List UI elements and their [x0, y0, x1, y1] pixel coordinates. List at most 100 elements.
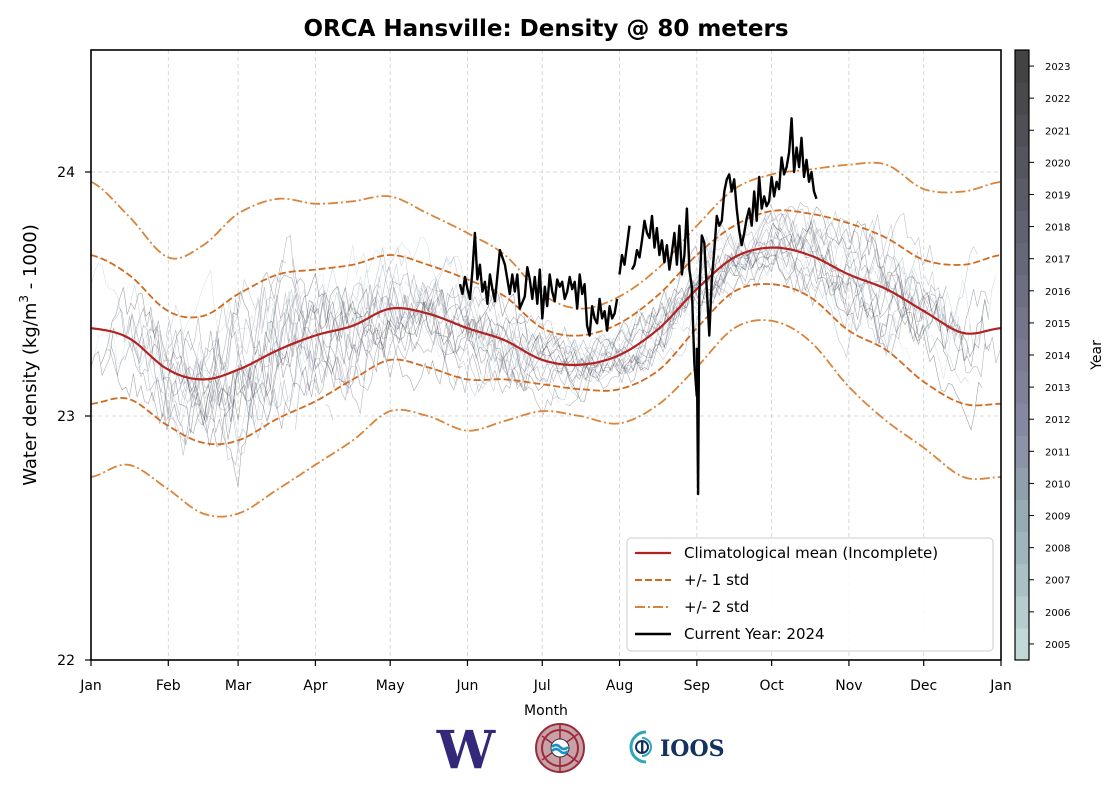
colorbar-swatch-2017: [1015, 242, 1029, 276]
colorbar-swatch-2020: [1015, 146, 1029, 179]
legend-label-current: Current Year: 2024: [684, 625, 825, 643]
x-axis-label: Month: [524, 703, 568, 719]
historical-trace-2013: [118, 202, 934, 392]
historical-trace-2018: [128, 221, 989, 401]
colorbar-tick-label: 2013: [1045, 383, 1070, 394]
ioos-logo: IOOS: [629, 730, 725, 764]
nanoos-seal-logo: [535, 723, 585, 773]
colorbar-tick-label: 2020: [1045, 158, 1070, 169]
current-year-line-segment-1: [618, 225, 631, 275]
colorbar-tick-label: 2007: [1045, 576, 1070, 587]
colorbar-tick-label: 2012: [1045, 415, 1070, 426]
x-tick-label: Oct: [760, 678, 785, 694]
y-axis-label: Water density (kg/m3 - 1000): [17, 224, 41, 486]
colorbar-swatch-2013: [1015, 371, 1029, 404]
historical-trace-2016: [105, 239, 1001, 421]
historical-trace-2022: [185, 222, 983, 431]
colorbar-swatch-2018: [1015, 210, 1029, 244]
colorbar-swatch-2023: [1015, 50, 1029, 83]
historical-trace-2015: [183, 212, 936, 386]
colorbar-swatch-2015: [1015, 306, 1029, 340]
colorbar-tick-label: 2022: [1045, 94, 1070, 105]
colorbar-swatch-2012: [1015, 403, 1029, 436]
current-year-line-segment-2: [630, 207, 698, 397]
colorbar-swatch-2021: [1015, 114, 1029, 147]
colorbar-swatch-2006: [1015, 595, 1029, 629]
x-tick-label: Jul: [533, 678, 551, 694]
legend-label-1std: +/- 1 std: [684, 571, 749, 589]
historical-trace-2020: [110, 227, 991, 487]
legend-label-mean: Climatological mean (Incomplete): [684, 544, 938, 562]
colorbar-tick-label: 2008: [1045, 544, 1070, 555]
historical-trace-2012: [138, 223, 921, 466]
current-year-line-segment-0: [458, 231, 619, 337]
y-axis-label-sup: 3: [17, 295, 31, 303]
climatological-mean-line: [90, 246, 1002, 381]
minus-2-std-line: [90, 319, 1002, 518]
historical-trace-2010: [113, 210, 978, 444]
colorbar-tick-label: 2014: [1045, 351, 1070, 362]
colorbar-swatch-2022: [1015, 82, 1029, 115]
legend: Climatological mean (Incomplete) +/- 1 s…: [626, 537, 994, 652]
current-year-line-segment-3: [695, 117, 818, 496]
colorbar-swatch-2019: [1015, 178, 1029, 212]
x-tick-label: Dec: [910, 678, 937, 694]
colorbar-swatch-2007: [1015, 563, 1029, 597]
y-axis-label-suffix: - 1000): [20, 224, 41, 295]
colorbar-swatch-2009: [1015, 499, 1029, 533]
historical-trace-2014: [145, 201, 969, 421]
colorbar-tick-label: 2017: [1045, 255, 1070, 266]
y-tick-label: 22: [57, 653, 75, 669]
plot-frame: [90, 49, 1002, 661]
x-tick-label: Sep: [684, 678, 711, 694]
colorbar-tick-label: 2015: [1045, 319, 1070, 330]
legend-box: [626, 537, 994, 652]
x-axis: Jan Feb Mar Apr May Jun Jul Aug Sep Oct Nov Dec Jan: [79, 660, 1012, 694]
chart-title: ORCA Hansville: Density @ 80 meters: [303, 16, 788, 42]
uw-logo-text: W: [436, 724, 497, 770]
colorbar-swatch-2008: [1015, 531, 1029, 565]
y-tick-label: 24: [57, 165, 75, 181]
x-tick-label: Feb: [156, 678, 181, 694]
colorbar-title: Year: [1089, 340, 1105, 371]
historical-trace-2023: [165, 206, 989, 426]
x-tick-label: Jan: [989, 678, 1012, 694]
colorbar-tick-label: 2021: [1045, 126, 1070, 137]
x-tick-label: May: [376, 678, 405, 694]
colorbar-tick-label: 2006: [1045, 608, 1070, 619]
colorbar-swatch-2005: [1015, 627, 1029, 661]
x-tick-label: Apr: [303, 678, 327, 694]
series-lines: [90, 117, 1002, 518]
ioos-logo-text: IOOS: [660, 736, 725, 762]
historical-trace-2019: [90, 233, 918, 429]
x-tick-label: Nov: [835, 678, 862, 694]
colorbar-tick-label: 2023: [1045, 62, 1070, 73]
y-axis: 22 23 24: [57, 165, 91, 669]
colorbar-swatch-2014: [1015, 338, 1029, 372]
colorbar-swatch-2010: [1015, 467, 1029, 500]
colorbar-tick-label: 2016: [1045, 287, 1070, 298]
historical-traces: [90, 201, 1001, 487]
colorbar-tick-label: 2018: [1045, 223, 1070, 234]
uw-logo: W: [436, 724, 497, 770]
y-tick-label: 23: [57, 409, 75, 425]
legend-label-2std: +/- 2 std: [684, 598, 749, 616]
colorbar: 2005 2006 2007 2008 2009 2010 2011 2012 2013 2014…: [1014, 49, 1070, 661]
x-tick-label: Jan: [79, 678, 102, 694]
colorbar-swatch-2011: [1015, 435, 1029, 468]
colorbar-swatch-2016: [1015, 274, 1029, 308]
colorbar-tick-label: 2019: [1045, 190, 1070, 201]
x-tick-label: Aug: [606, 678, 633, 694]
colorbar-tick-label: 2005: [1045, 640, 1070, 651]
colorbar-tick-label: 2009: [1045, 512, 1070, 523]
colorbar-tick-label: 2011: [1045, 447, 1070, 458]
minus-1-std-line: [90, 283, 1001, 446]
logos: W IOOS: [430, 722, 730, 778]
historical-trace-2021: [100, 220, 947, 447]
plus-2-std-line: [90, 161, 1002, 310]
colorbar-tick-label: 2010: [1045, 479, 1070, 490]
y-axis-label-prefix: Water density (kg/m: [20, 303, 41, 486]
x-tick-label: Jun: [456, 678, 479, 694]
plus-1-std-line: [90, 209, 1002, 337]
